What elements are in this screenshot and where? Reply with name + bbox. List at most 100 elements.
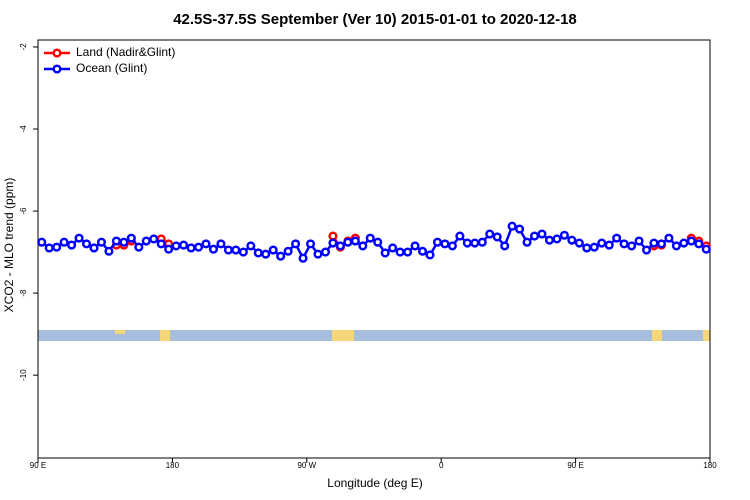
point [425,250,435,260]
point [619,239,629,249]
point [52,242,62,252]
point [515,224,525,234]
point [276,251,286,261]
point [440,239,450,249]
point [231,245,241,255]
point [156,239,166,249]
point [447,241,457,251]
point [597,238,607,248]
point [141,236,151,246]
point [238,247,248,257]
y-tick-label: -6 [19,207,28,215]
point [37,237,47,247]
x-tick-label: 90 W [297,461,316,470]
point [582,243,592,253]
point [44,243,54,253]
point [522,237,532,247]
point [388,243,398,253]
point [679,238,689,248]
point [373,237,383,247]
y-tick-label: -8 [19,289,28,297]
point [627,241,637,251]
point [298,253,308,263]
point [328,231,338,241]
y-tick-label: -10 [19,369,28,381]
point [305,239,316,249]
point [649,238,659,248]
point [59,237,69,247]
point [641,245,652,255]
point [417,246,428,256]
series [37,221,711,263]
point [328,238,338,248]
point [253,248,263,258]
point [612,233,622,243]
chart-title: 42.5S-37.5S September (Ver 10) 2015-01-0… [173,11,577,28]
point [119,237,129,247]
point [261,249,271,259]
point [537,229,547,239]
point [74,233,84,243]
point [208,244,219,254]
point [89,243,99,253]
point [455,231,465,241]
ocean-strip [38,330,710,341]
point [291,239,301,249]
point [671,241,681,251]
y-tick-label: -4 [19,125,28,133]
point [313,249,323,259]
point [126,233,136,243]
point [171,241,181,251]
land-patch [115,330,125,334]
point [529,231,540,241]
point [186,243,196,253]
point [223,245,233,255]
point [559,230,569,240]
point [552,234,562,244]
point [492,232,502,242]
point [507,221,517,231]
point [634,236,644,246]
point [216,239,226,249]
point [81,239,92,249]
point [485,229,495,239]
x-tick-label: 180 [166,461,180,470]
point [320,247,331,257]
point [96,237,107,247]
point [283,246,293,256]
point [201,239,211,249]
point [164,244,174,254]
point [462,238,472,248]
point [380,248,390,258]
point [701,244,711,254]
point [686,236,696,246]
point [358,241,368,251]
point [544,235,555,245]
point [246,241,256,251]
point [500,241,510,251]
legend-marker [52,64,62,74]
legend-marker [52,48,62,58]
point [567,235,577,245]
point [179,240,189,250]
x-tick-label: 90 E [30,461,46,470]
point [350,236,360,246]
land-patch [332,330,354,341]
point [395,247,405,257]
point [104,246,114,256]
land-patch [652,330,662,341]
point [470,238,480,248]
x-tick-label: 0 [439,461,444,470]
point [365,233,375,243]
point [477,237,487,247]
point [432,237,443,247]
x-axis-label: Longitude (deg E) [327,476,422,490]
point [656,239,667,249]
point [111,236,121,246]
point [134,242,144,252]
land-patch [703,330,710,341]
land-patch [160,330,170,341]
legend-label: Ocean (Glint) [76,61,147,75]
point [193,242,204,252]
